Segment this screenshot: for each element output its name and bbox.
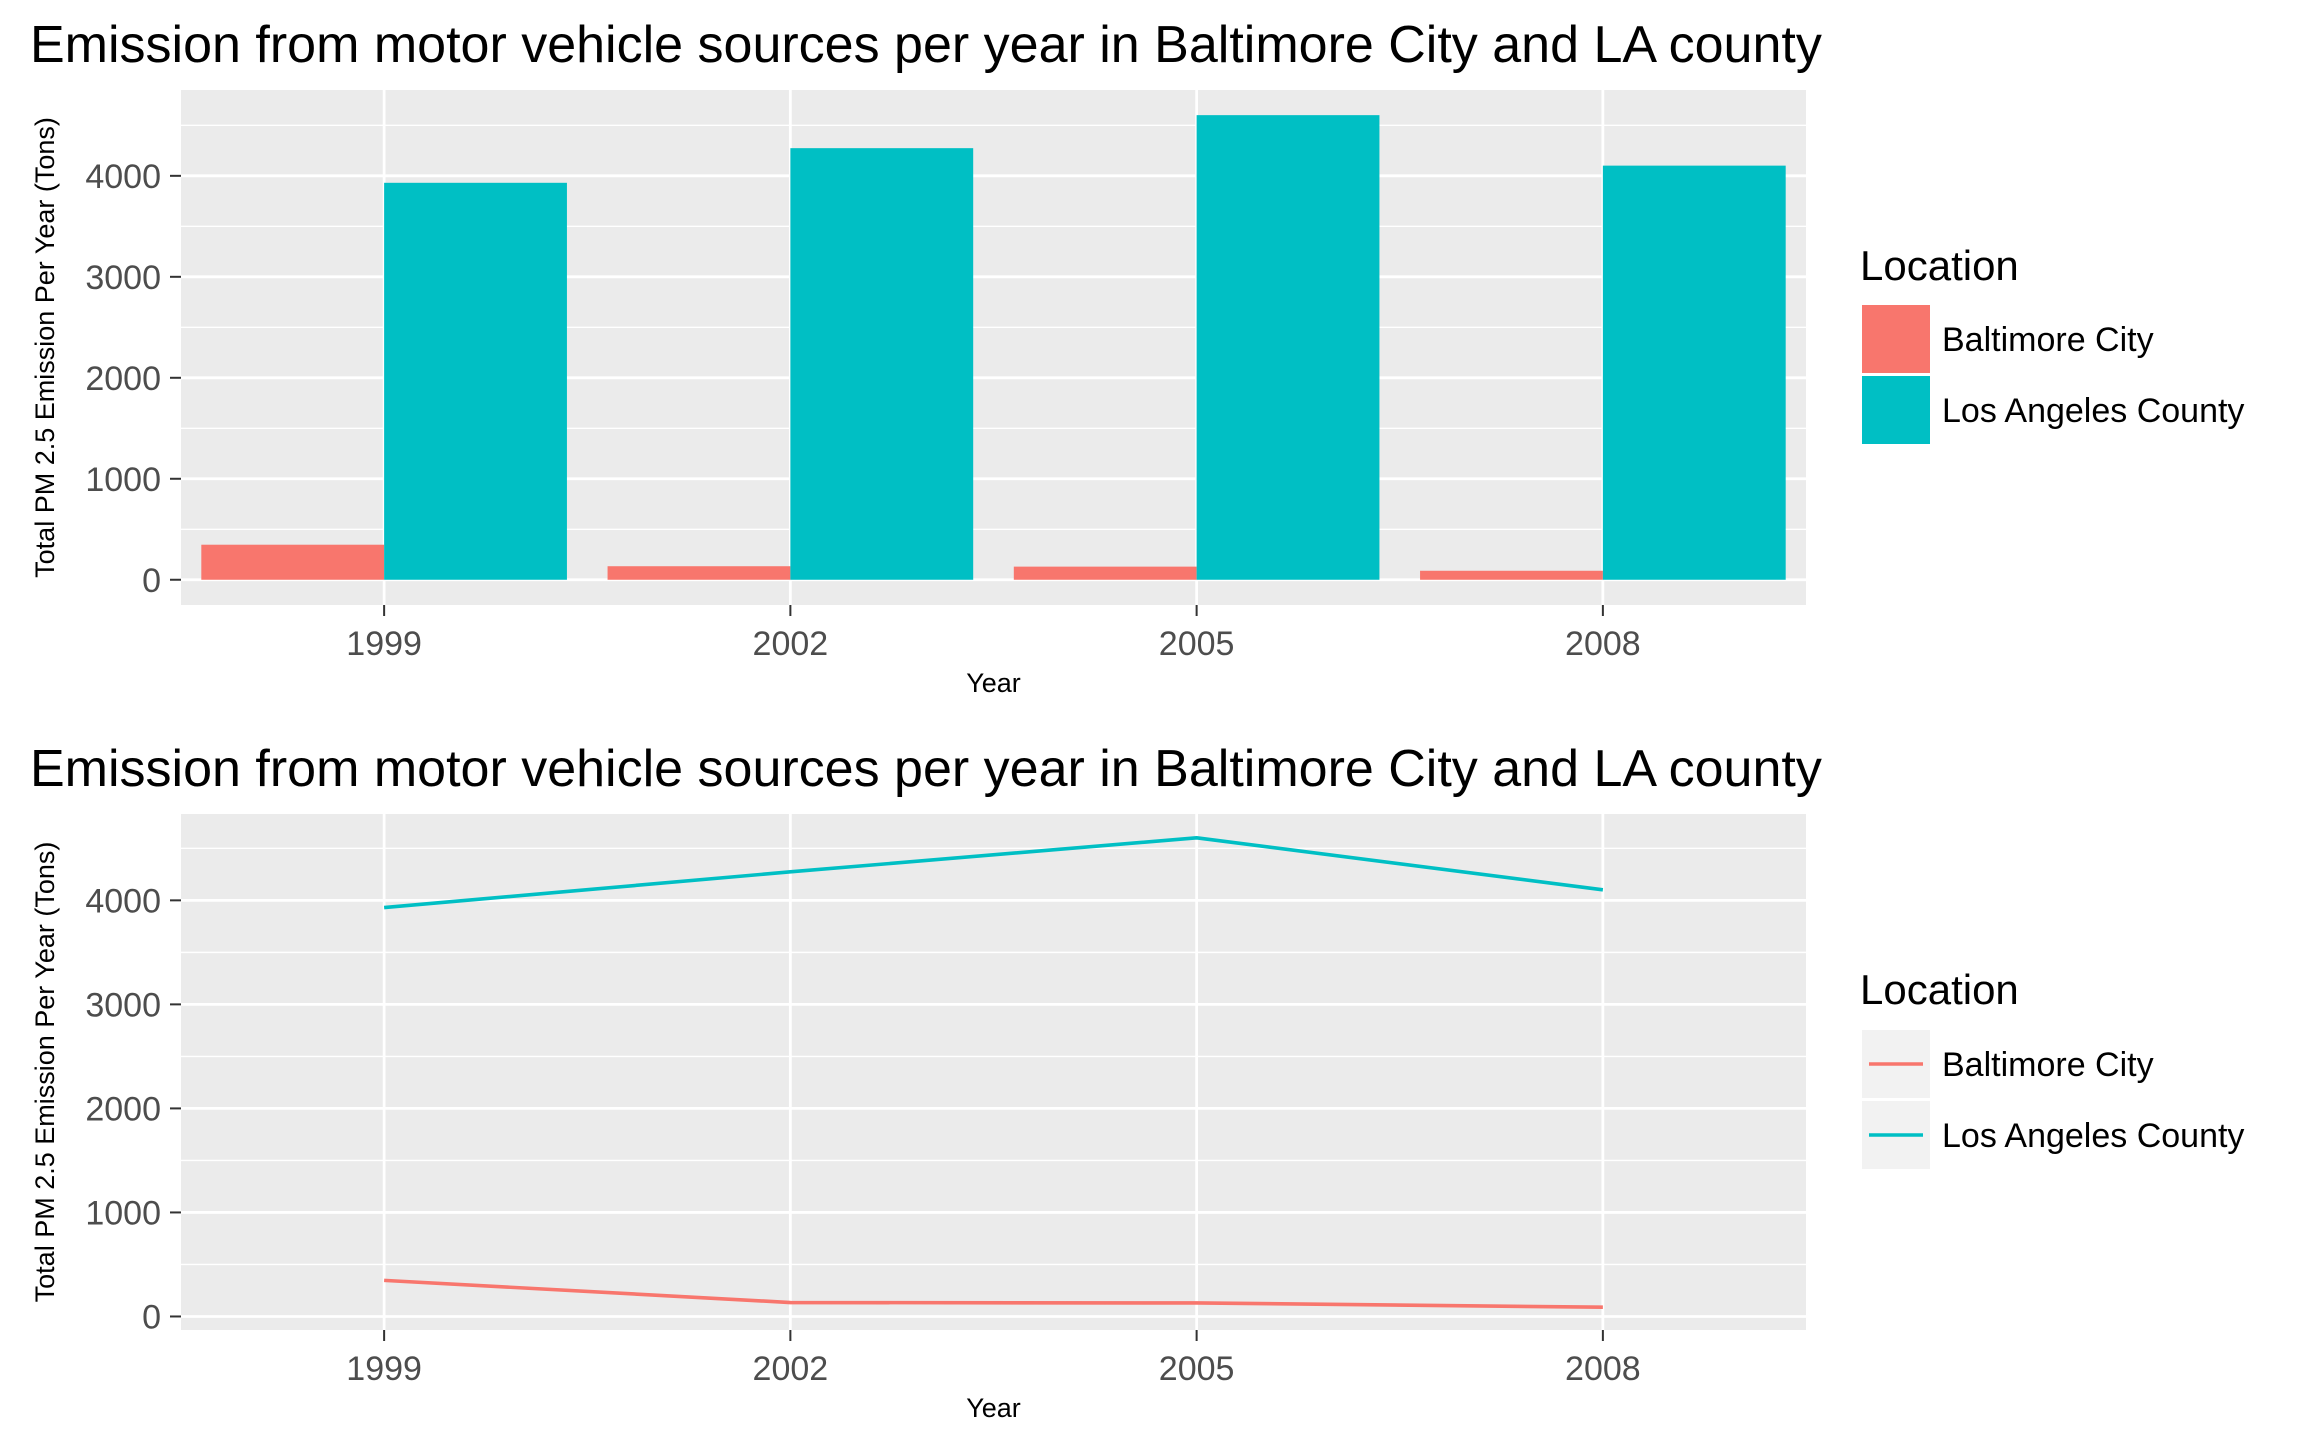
y-tick-label: 1000 [85,1194,161,1232]
legend-key [1862,305,1930,373]
y-tick-label: 0 [142,562,161,600]
legend-label: Baltimore City [1942,321,2154,359]
bar-baltimore-city-2002 [607,566,791,580]
bar-los-angeles-county-2002 [790,148,974,580]
legend-title: Location [1860,966,2019,1013]
bar-los-angeles-county-2005 [1196,115,1380,580]
legend-label: Los Angeles County [1942,1117,2244,1155]
line-los-angeles-county [383,836,1604,910]
legend: Location Baltimore City Los Angeles County [1860,242,2244,444]
bar-baltimore-city-2008 [1420,570,1603,580]
x-axis-label: Year [966,1393,1021,1423]
legend-key [1862,376,1930,444]
chart-title: Emission from motor vehicle sources per … [30,16,1822,74]
legend-label: Los Angeles County [1942,392,2244,430]
y-axis-label: Total PM 2.5 Emission Per Year (Tons) [30,117,60,578]
chart-panel-1: Emission from motor vehicle sources per … [30,16,2244,698]
y-tick-label: 1000 [85,461,161,499]
y-tick-label: 3000 [85,259,161,297]
x-tick-label: 2002 [753,1350,829,1388]
y-tick-label: 0 [142,1298,161,1336]
legend-title: Location [1860,242,2019,289]
x-axis-label: Year [966,668,1021,698]
x-tick-label: 2008 [1565,1350,1641,1388]
y-tick-label: 3000 [85,986,161,1024]
x-tick-label: 2008 [1565,625,1641,663]
line-baltimore-city [384,1278,1603,1310]
bar-los-angeles-county-1999 [384,182,567,580]
bar-los-angeles-county-2008 [1602,165,1786,580]
y-tick-label: 2000 [85,1090,161,1128]
x-tick-label: 2002 [753,625,829,663]
y-tick-label: 2000 [85,360,161,398]
plot-background [181,814,1806,1330]
y-tick-label: 4000 [85,158,161,196]
x-tick-label: 1999 [346,625,422,663]
chart-panel-2: Emission from motor vehicle sources per … [30,740,2244,1423]
bar-baltimore-city-2005 [1013,566,1197,580]
y-axis-label: Total PM 2.5 Emission Per Year (Tons) [30,842,60,1303]
legend-label: Baltimore City [1942,1046,2154,1084]
bar-baltimore-city-1999 [201,544,385,580]
x-tick-label: 2005 [1159,625,1235,663]
x-tick-label: 2005 [1159,1350,1235,1388]
y-tick-label: 4000 [85,882,161,920]
chart-title: Emission from motor vehicle sources per … [30,740,1822,798]
legend: Location Baltimore City Los Angeles County [1860,966,2244,1169]
x-tick-label: 1999 [346,1350,422,1388]
